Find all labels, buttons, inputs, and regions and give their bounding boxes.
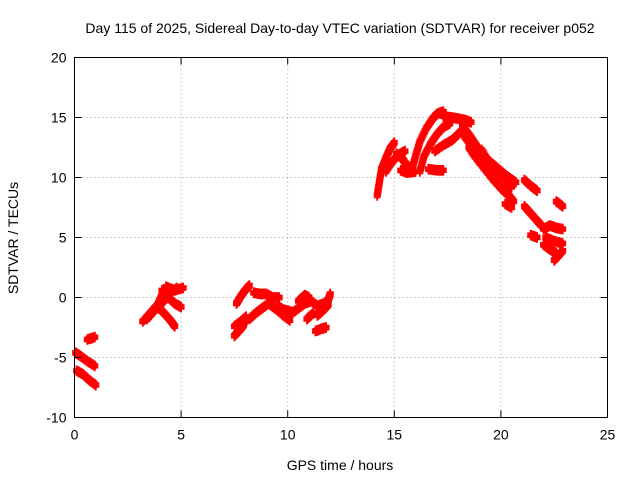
- data-point: [559, 227, 567, 235]
- data-track: [501, 198, 516, 213]
- data-point: [171, 324, 179, 332]
- data-point: [179, 286, 187, 294]
- y-tick-label: 5: [59, 230, 67, 246]
- data-point: [508, 185, 516, 193]
- data-point: [503, 192, 511, 200]
- data-point: [275, 295, 283, 303]
- data-point: [326, 292, 334, 300]
- data-track: [233, 280, 253, 309]
- data-point: [91, 364, 99, 372]
- data-track: [424, 163, 447, 176]
- data-track: [250, 287, 283, 303]
- x-tick-label: 10: [280, 427, 296, 443]
- data-track: [162, 281, 187, 296]
- x-tick-labels: 0 5 10 15 20 25: [71, 427, 616, 443]
- y-tick-label: 20: [51, 50, 67, 66]
- data-point: [533, 189, 541, 196]
- data-track: [540, 220, 567, 235]
- data-track: [520, 201, 545, 231]
- axis-ticks: [74, 57, 608, 418]
- data-track: [311, 322, 330, 337]
- data-point: [390, 141, 398, 148]
- data-point: [92, 383, 100, 391]
- y-tick-labels: -10 -5 0 5 10 15 20: [46, 50, 66, 426]
- x-tick-label: 5: [177, 427, 185, 443]
- data-track: [314, 299, 332, 321]
- data-track: [550, 245, 567, 266]
- y-tick-label: -10: [46, 410, 66, 426]
- data-point: [322, 325, 330, 333]
- y-axis-label: SDTVAR / TECUs: [5, 182, 21, 294]
- y-tick-label: -5: [54, 350, 67, 366]
- data-track: [72, 347, 99, 372]
- data-track: [527, 229, 541, 243]
- data-track: [552, 196, 567, 212]
- data-point: [305, 295, 313, 303]
- x-tick-label: 20: [493, 427, 509, 443]
- data-track: [73, 365, 100, 391]
- data-track: [373, 137, 398, 201]
- y-tick-label: 0: [59, 290, 67, 306]
- data-track: [465, 142, 511, 200]
- data-point: [177, 305, 185, 313]
- data-point: [508, 205, 516, 213]
- data-track: [294, 289, 313, 307]
- data-track: [478, 144, 516, 193]
- data-track: [154, 301, 179, 332]
- data-series: [72, 106, 567, 391]
- x-axis-label: GPS time / hours: [287, 457, 394, 473]
- y-tick-label: 10: [51, 170, 67, 186]
- data-point: [512, 180, 520, 188]
- chart-title: Day 115 of 2025, Sidereal Day-to-day VTE…: [85, 20, 594, 36]
- x-tick-label: 0: [71, 427, 79, 443]
- data-point: [439, 168, 447, 176]
- data-point: [467, 120, 475, 128]
- data-point: [91, 335, 99, 343]
- data-track: [520, 174, 541, 196]
- data-point: [401, 149, 409, 157]
- data-point: [559, 204, 567, 212]
- data-track: [303, 307, 317, 325]
- data-track: [83, 331, 99, 345]
- y-tick-label: 15: [51, 110, 67, 126]
- x-tick-label: 15: [387, 427, 403, 443]
- x-tick-label: 25: [600, 427, 616, 443]
- grid-lines: [74, 57, 608, 418]
- data-point: [286, 318, 294, 326]
- data-point: [446, 121, 454, 129]
- data-point: [559, 249, 567, 256]
- data-point: [533, 235, 541, 243]
- data-track: [431, 121, 469, 157]
- data-point: [324, 303, 332, 310]
- data-track: [542, 232, 567, 249]
- data-point: [245, 283, 253, 291]
